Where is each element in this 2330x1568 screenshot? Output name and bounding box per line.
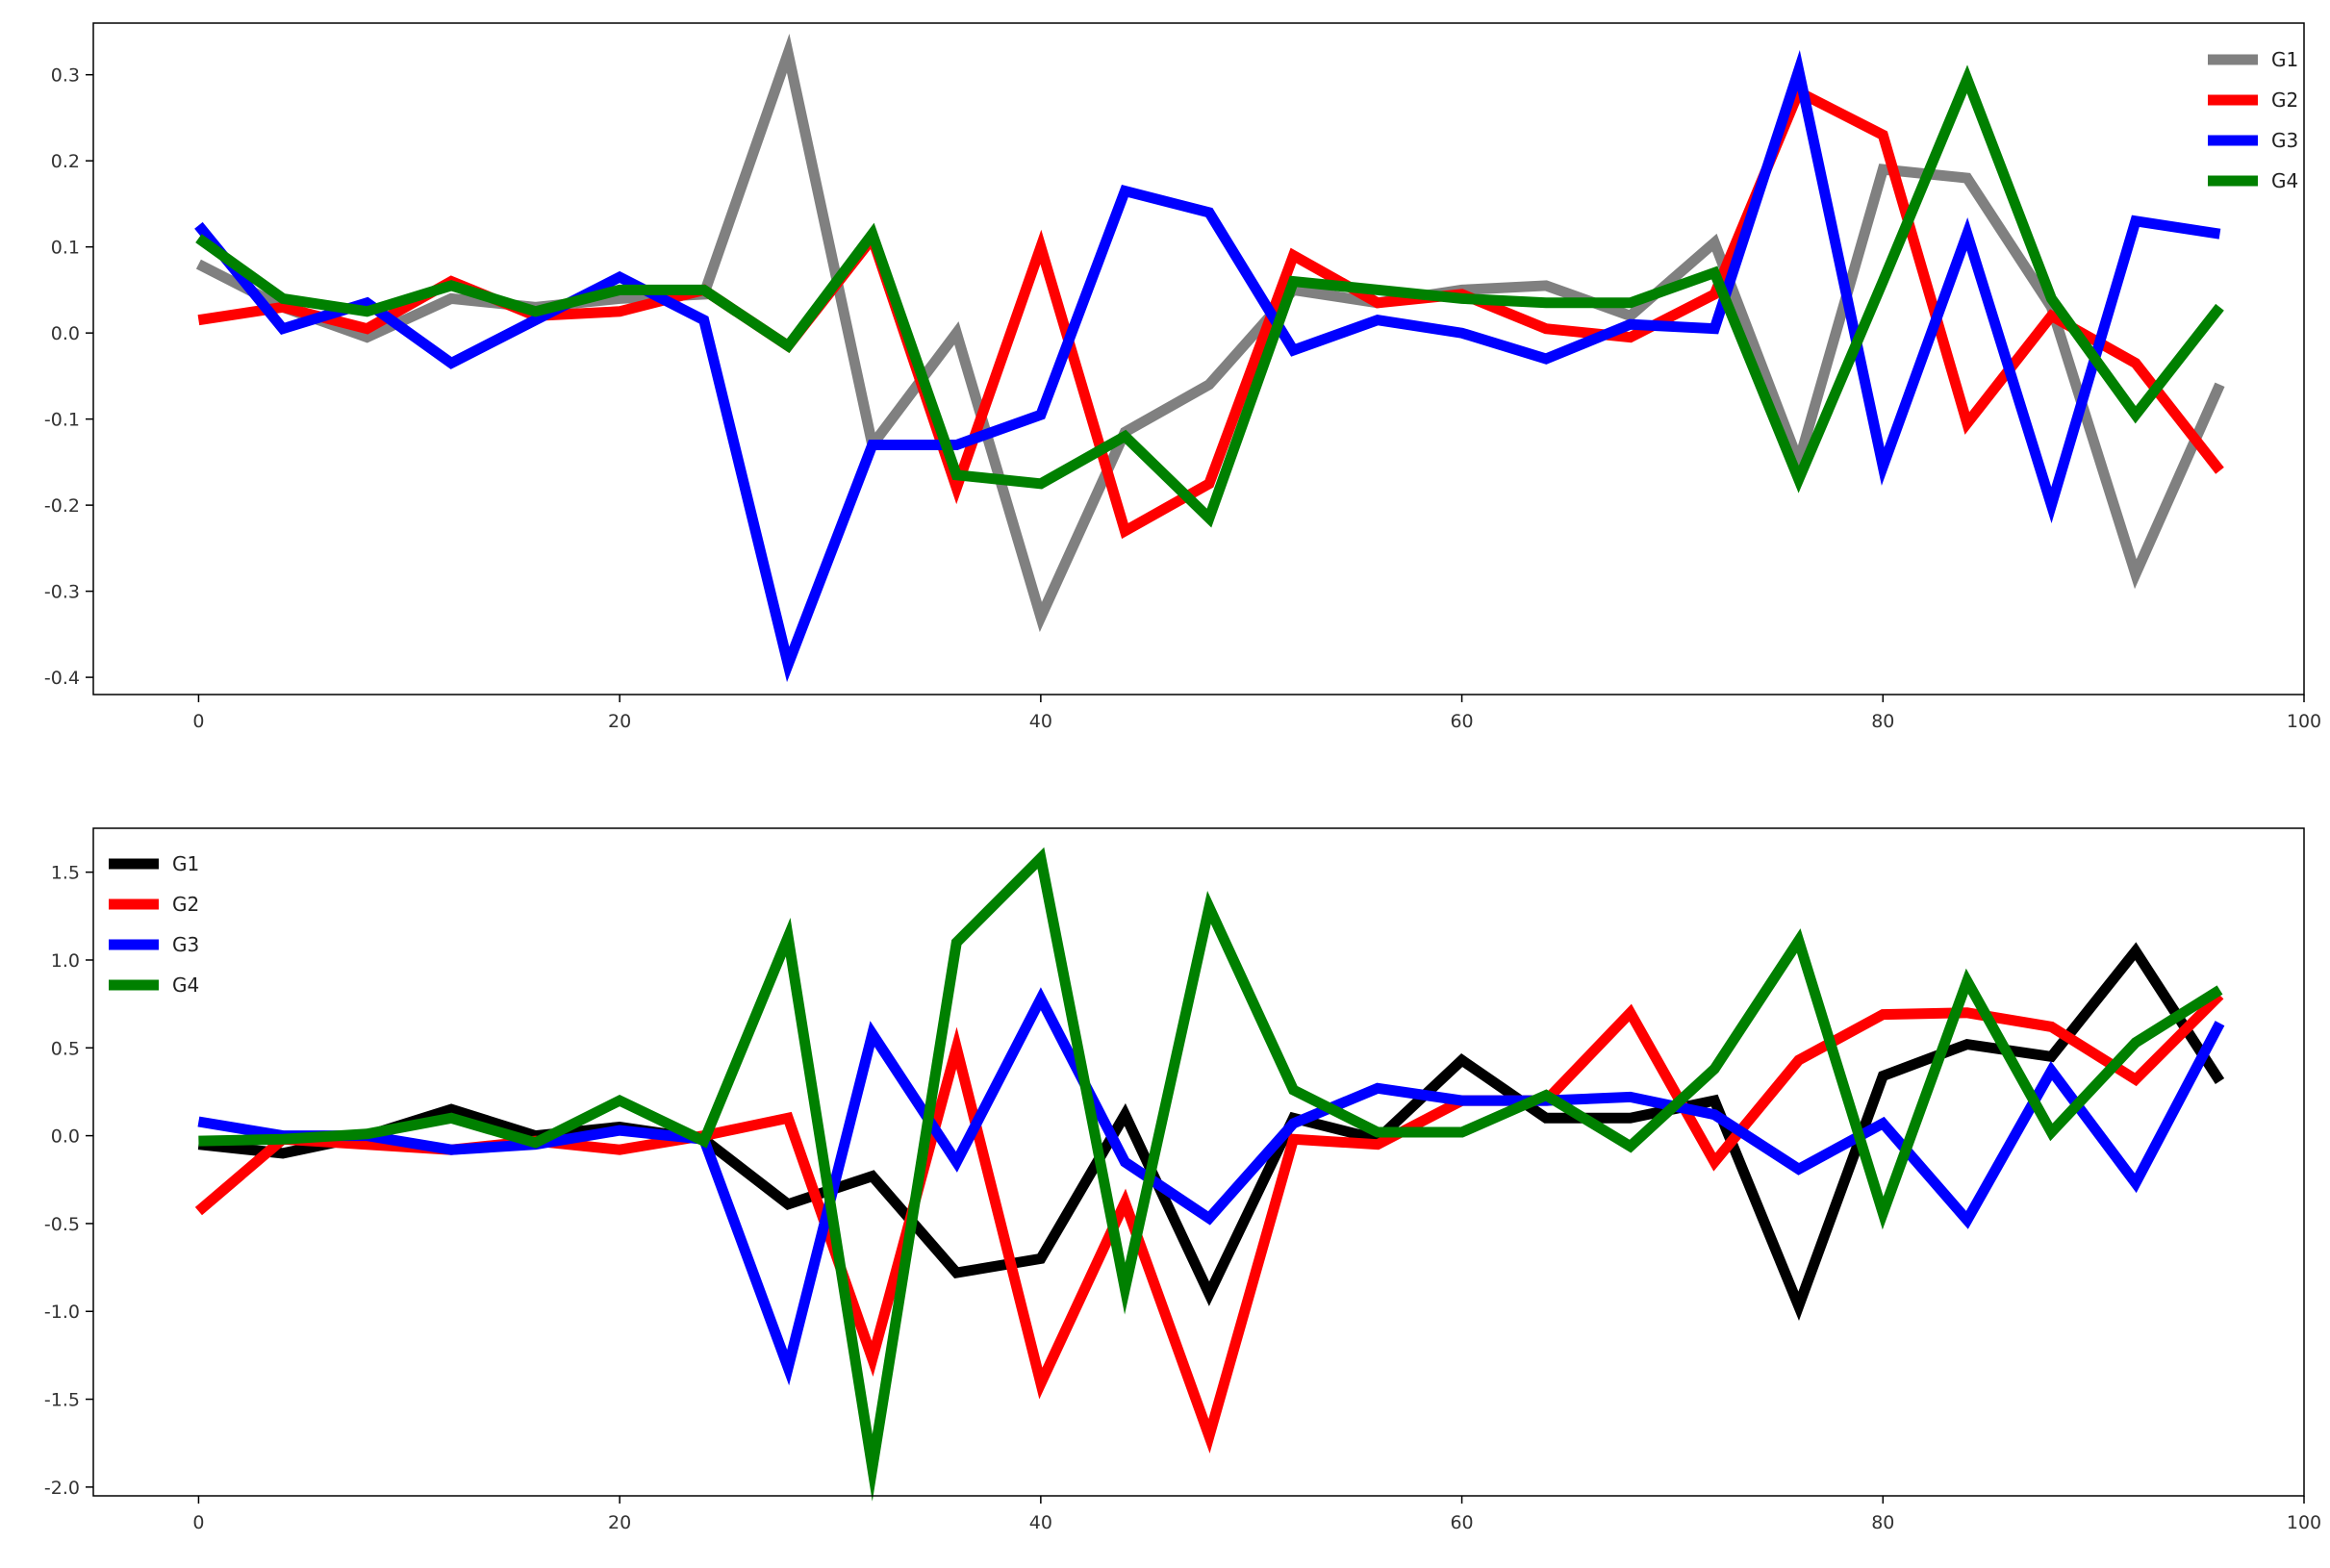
y-tick-label: 1.0 xyxy=(51,950,80,972)
y-tick-label: -2.0 xyxy=(44,1478,80,1499)
x-tick-label: 80 xyxy=(1871,1512,1894,1533)
y-tick-label: 0.3 xyxy=(51,65,80,87)
x-tick-label: 60 xyxy=(1450,711,1473,732)
y-tick-label: 1.5 xyxy=(51,863,80,884)
x-tick-label: 100 xyxy=(2287,711,2321,732)
y-tick-label: 0.5 xyxy=(51,1038,80,1059)
x-tick-label: 20 xyxy=(608,711,631,732)
series-line-g2 xyxy=(197,84,2224,540)
legend: G1 G2 G3 G4 xyxy=(109,852,199,997)
y-tick-label: -0.5 xyxy=(44,1214,80,1235)
axes-frame xyxy=(92,827,2305,1497)
y-tick-label: 0.2 xyxy=(51,151,80,172)
y-tick-label: -1.0 xyxy=(44,1302,80,1323)
x-tick-label: 80 xyxy=(1871,711,1894,732)
series-line-g4 xyxy=(195,64,2224,528)
axes-frame xyxy=(92,22,2305,695)
top-line-chart: 0 20 40 60 80 100 0.3 0.2 0.1 0.0 -0.1 -0.2 -0.3 -0.4… xyxy=(44,22,2321,732)
series-line-g3 xyxy=(194,50,2221,683)
legend-label-g2: G2 xyxy=(172,893,199,916)
y-tick-label: 0.0 xyxy=(51,1126,80,1148)
legend-label-g3: G3 xyxy=(2271,129,2298,152)
y-tick-label: -0.2 xyxy=(44,495,80,517)
legend-label-g2: G2 xyxy=(2271,89,2298,112)
y-tick-label: -0.4 xyxy=(44,668,80,689)
y-tick-label: -0.1 xyxy=(44,410,80,431)
x-tick-label: 0 xyxy=(192,711,204,732)
legend-label-g4: G4 xyxy=(172,974,199,997)
x-tick-label: 0 xyxy=(192,1512,204,1533)
x-tick-label: 20 xyxy=(608,1512,631,1533)
legend-label-g3: G3 xyxy=(172,933,199,956)
y-tick-label: -0.3 xyxy=(44,582,80,603)
bottom-line-chart: 0 20 40 60 80 100 1.5 1.0 0.5 0.0 -0.5 -1.0 -1.5 -2.0… xyxy=(44,827,2321,1533)
y-tick-label: 0.0 xyxy=(51,323,80,344)
x-tick-label: 40 xyxy=(1029,711,1052,732)
legend-label-g4: G4 xyxy=(2271,169,2298,192)
series-line-g3 xyxy=(197,987,2225,1386)
x-tick-label: 40 xyxy=(1029,1512,1052,1533)
y-tick-label: 0.1 xyxy=(51,238,80,259)
legend: G1 G2 G3 G4 xyxy=(2208,48,2298,192)
legend-label-g1: G1 xyxy=(172,852,199,875)
y-tick-label: -1.5 xyxy=(44,1390,80,1411)
x-tick-label: 60 xyxy=(1450,1512,1473,1533)
series-line-g4 xyxy=(198,847,2223,1502)
x-tick-label: 100 xyxy=(2287,1512,2321,1533)
legend-label-g1: G1 xyxy=(2271,48,2298,71)
